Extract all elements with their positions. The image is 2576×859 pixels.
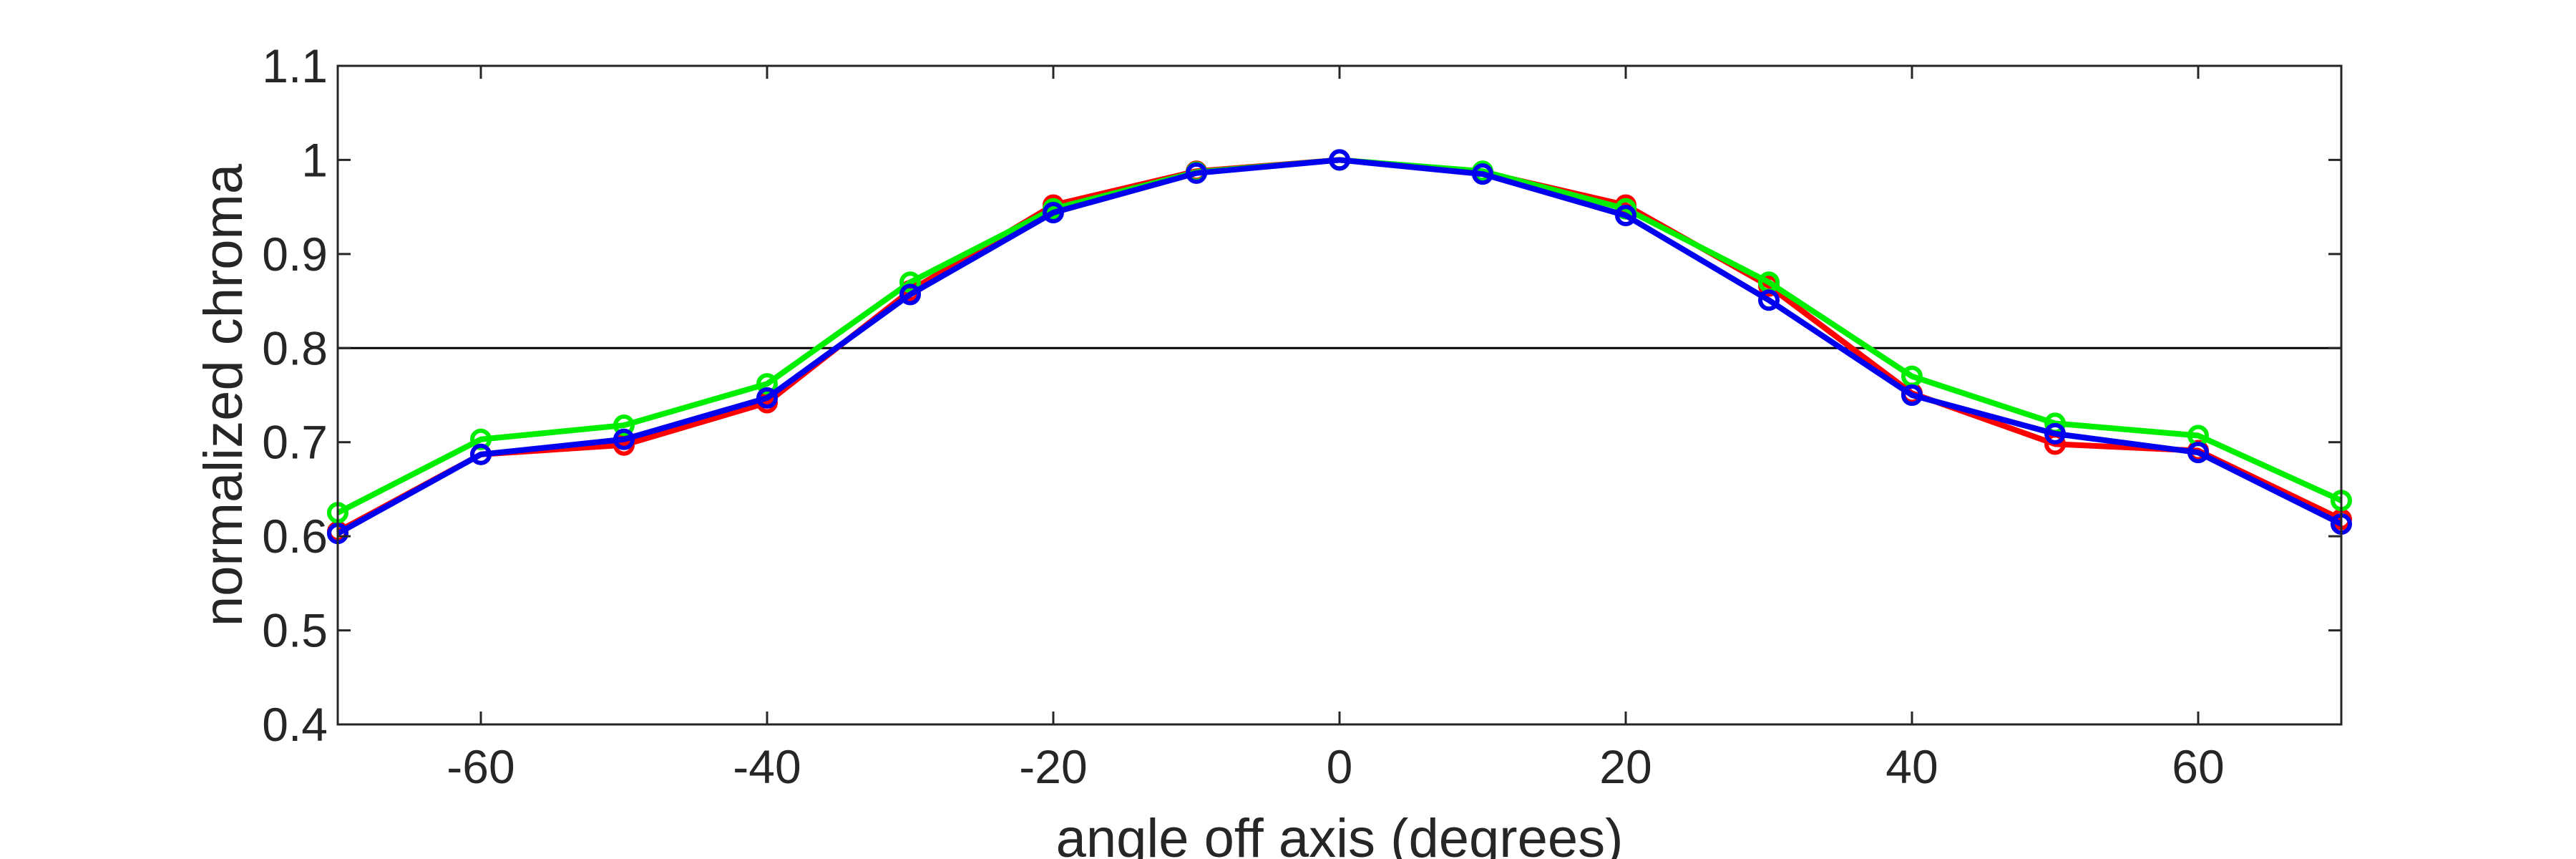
series-3 bbox=[327, 149, 2352, 545]
data-point bbox=[470, 443, 492, 465]
x-tick-label: -40 bbox=[733, 740, 801, 793]
y-tick-label: 0.9 bbox=[262, 228, 328, 281]
y-tick-label: 0.7 bbox=[262, 416, 328, 469]
x-tick-label: 60 bbox=[2172, 740, 2224, 793]
data-point bbox=[2187, 442, 2209, 464]
data-point bbox=[756, 373, 778, 395]
data-point bbox=[899, 283, 921, 306]
series-line bbox=[336, 157, 2343, 515]
data-point bbox=[2044, 422, 2066, 445]
data-point bbox=[1186, 162, 1207, 184]
data-point bbox=[899, 271, 921, 293]
data-point bbox=[1758, 289, 1780, 311]
y-tick-label: 1 bbox=[301, 133, 328, 186]
plot-frame bbox=[336, 64, 2343, 726]
x-tick-label: -20 bbox=[1019, 740, 1087, 793]
x-tick-label: 40 bbox=[1885, 740, 1938, 793]
x-tick-label: 20 bbox=[1599, 740, 1652, 793]
data-point bbox=[613, 428, 635, 450]
data-point bbox=[1901, 384, 1923, 406]
data-point bbox=[1043, 202, 1064, 224]
series-1 bbox=[327, 149, 2352, 543]
y-tick-label: 0.6 bbox=[262, 510, 328, 563]
data-point bbox=[1472, 163, 1493, 185]
data-point bbox=[613, 414, 635, 437]
data-point bbox=[1615, 204, 1636, 226]
axis-ticks: -60 -40 -20 0 20 40 60 0.4 0.5 0.6 0.7 0.8 0.9 1 1.1 bbox=[262, 39, 2341, 793]
series-2 bbox=[327, 149, 2352, 524]
x-axis-label: angle off axis (degrees) bbox=[1056, 808, 1624, 859]
y-tick-label: 0.5 bbox=[262, 604, 328, 657]
y-tick-label: 1.1 bbox=[262, 39, 328, 92]
y-tick-label: 0.8 bbox=[262, 321, 328, 374]
y-tick-label: 0.4 bbox=[262, 698, 328, 751]
series-line bbox=[336, 157, 2343, 536]
plot-marks bbox=[327, 149, 2352, 545]
series-line bbox=[336, 157, 2343, 535]
x-tick-label: -60 bbox=[447, 740, 514, 793]
y-axis-label: normalized chroma bbox=[193, 163, 254, 626]
x-tick-label: 0 bbox=[1327, 740, 1353, 793]
data-point bbox=[1329, 149, 1350, 171]
data-point bbox=[756, 387, 778, 409]
